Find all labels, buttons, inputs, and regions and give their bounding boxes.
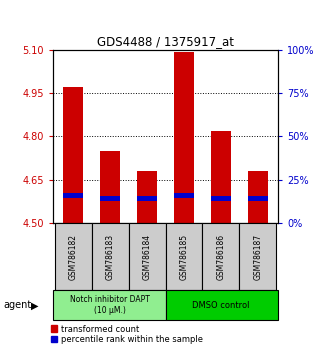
Bar xyxy=(63,87,83,223)
Bar xyxy=(239,223,276,290)
Bar xyxy=(174,193,194,198)
Bar xyxy=(100,196,120,201)
Text: GSM786187: GSM786187 xyxy=(253,234,262,280)
Bar xyxy=(53,290,166,320)
Text: agent: agent xyxy=(3,300,31,310)
Text: GSM786186: GSM786186 xyxy=(216,234,225,280)
Bar xyxy=(137,171,157,223)
Text: DMSO control: DMSO control xyxy=(192,301,250,310)
Bar xyxy=(92,223,129,290)
Bar xyxy=(55,223,92,290)
Text: ▶: ▶ xyxy=(31,300,39,310)
Legend: transformed count, percentile rank within the sample: transformed count, percentile rank withi… xyxy=(51,325,203,344)
Text: GSM786184: GSM786184 xyxy=(143,234,152,280)
Text: GSM786182: GSM786182 xyxy=(69,234,78,280)
Title: GDS4488 / 1375917_at: GDS4488 / 1375917_at xyxy=(97,35,234,48)
Bar xyxy=(248,171,268,223)
Bar xyxy=(129,223,166,290)
Bar xyxy=(137,196,157,201)
Bar xyxy=(211,196,231,201)
Bar xyxy=(202,223,239,290)
Text: GSM786185: GSM786185 xyxy=(179,234,188,280)
Bar xyxy=(248,196,268,201)
Bar xyxy=(174,52,194,223)
Bar xyxy=(63,193,83,198)
Bar xyxy=(100,151,120,223)
Text: Notch inhibitor DAPT
(10 μM.): Notch inhibitor DAPT (10 μM.) xyxy=(70,295,150,315)
Bar xyxy=(166,223,202,290)
Bar xyxy=(211,131,231,223)
Text: GSM786183: GSM786183 xyxy=(106,234,115,280)
Bar xyxy=(166,290,278,320)
